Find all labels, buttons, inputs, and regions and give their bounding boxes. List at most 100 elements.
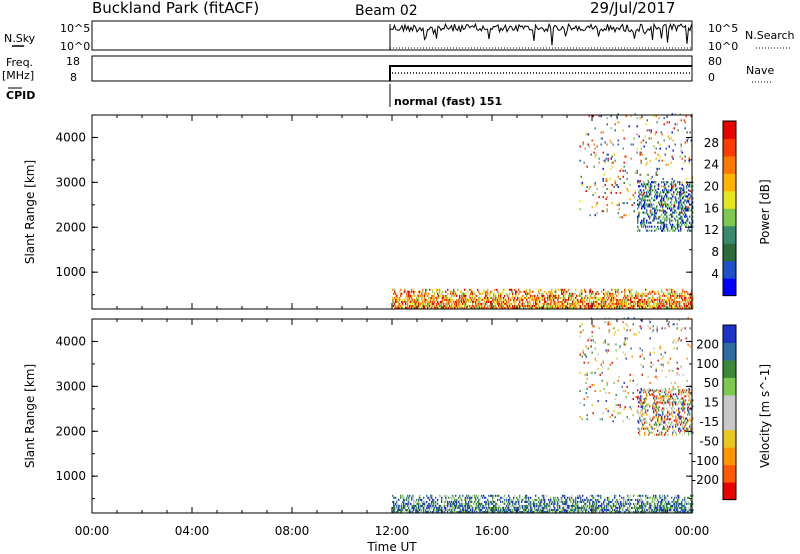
power-cell [590,307,592,309]
power-cell [534,294,536,297]
power-cell [655,207,657,210]
velocity-cell [492,511,494,513]
power-cell [556,296,558,299]
velocity-cell [638,405,640,408]
power-cell [583,296,585,299]
power-cell [500,307,502,309]
power-cell [624,294,626,297]
power-cell [550,305,552,307]
velocity-cell [657,401,659,404]
velocity-cell [507,502,509,505]
power-cell [451,305,453,307]
power-cell [580,298,582,301]
power-cell [567,307,569,309]
velocity-cell [692,431,694,434]
power-cell [679,296,681,299]
power-cell [657,290,659,293]
freq-right-tick-bottom: 0 [708,71,715,84]
power-cell [602,167,604,170]
velocity-cell [666,427,668,430]
velocity-cell [511,498,513,501]
power-cell [487,296,489,299]
velocity-cell [640,415,642,418]
velocity-cell [454,502,456,505]
velocity-cell [508,504,510,507]
velocity-cell [419,506,421,509]
velocity-cell [438,511,440,513]
power-cell [570,294,572,297]
velocity-cell [555,496,557,499]
power-cell [420,302,422,305]
velocity-cell [444,502,446,505]
power-cell [609,139,611,142]
power-cell [672,302,674,305]
power-cell [627,294,629,297]
velocity-cell [633,317,635,320]
power-cell [550,302,552,305]
power-cell [568,302,570,305]
velocity-cell [627,509,629,511]
velocity-cell [453,509,455,511]
velocity-cell [637,494,639,497]
power-cell [638,300,640,303]
velocity-cell [516,496,518,499]
power-cell [676,199,678,202]
velocity-cell [519,511,521,513]
power-cell [649,221,651,224]
power-cell [463,302,465,305]
power-cell [649,302,651,305]
power-cell [677,223,679,226]
power-cell [567,300,569,303]
velocity-cell [536,502,538,505]
velocity-cell [668,511,670,513]
power-cell [673,211,675,214]
power-cell [459,307,461,309]
velocity-cell [609,416,611,419]
velocity-cell [683,401,685,404]
velocity-cell [623,317,625,320]
velocity-cell [647,500,649,503]
power-cell [626,202,628,205]
power-cell [484,307,486,309]
power-cell [589,305,591,307]
velocity-cell [677,498,679,501]
velocity-cell [651,393,653,396]
power-cell [610,294,612,297]
velocity-cell [587,385,589,388]
velocity-cell [511,506,513,509]
power-cell [553,300,555,303]
power-cell [661,305,663,307]
power-cell [606,305,608,307]
velocity-cell [514,506,516,509]
power-cell [610,298,612,301]
velocity-cell [568,509,570,511]
power-cell [682,196,684,199]
velocity-cell [685,511,687,513]
velocity-cell [535,498,537,501]
power-cell [681,207,683,210]
velocity-cell [584,353,586,356]
power-cell [662,207,664,210]
power-cell [468,300,470,303]
power-cell [428,296,430,299]
power-cell [565,307,567,309]
velocity-cell [669,418,671,421]
power-cell [537,300,539,303]
power-cell [638,298,640,301]
velocity-cell [566,502,568,505]
velocity-cell [485,500,487,503]
velocity-cell [680,417,682,420]
power-cell [426,305,428,307]
power-cell [512,290,514,293]
power-scatter [392,113,694,309]
power-cell [434,296,436,299]
power-cell [637,219,639,222]
power-cell [501,307,503,309]
power-cell [432,305,434,307]
power-cell [672,225,674,228]
power-cell [634,171,636,174]
velocity-cell [583,404,585,407]
velocity-cell [686,357,688,360]
power-cell [652,207,654,210]
